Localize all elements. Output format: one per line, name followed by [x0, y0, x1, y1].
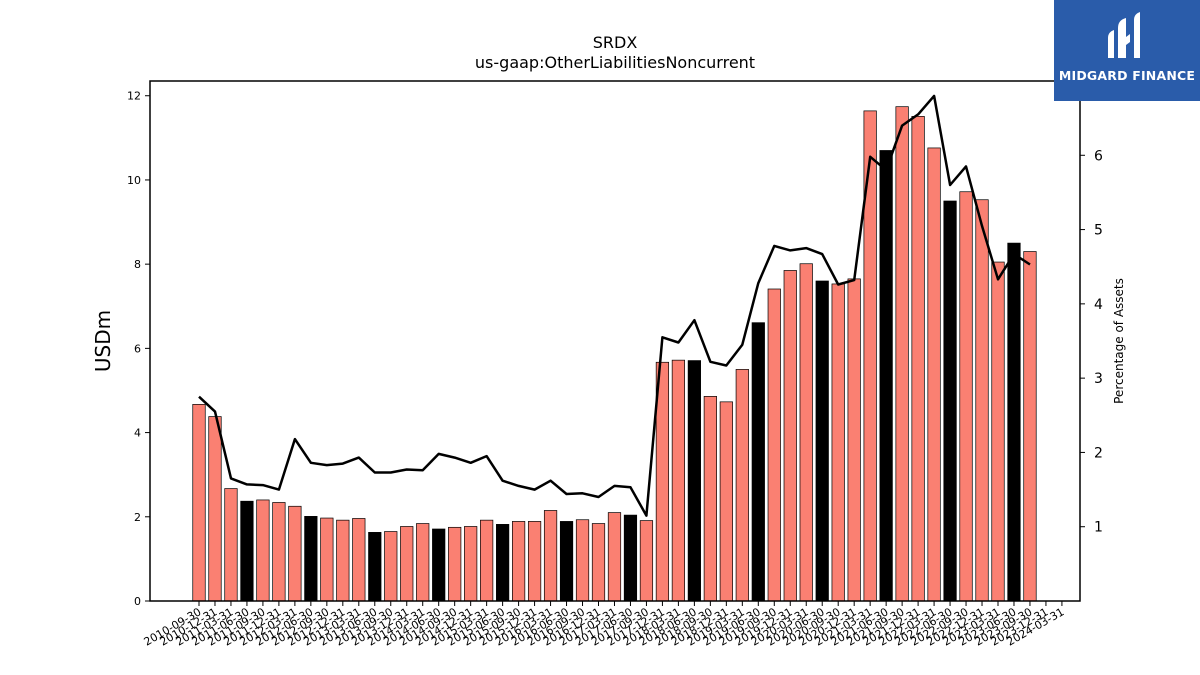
y2-tick-label: 2	[1094, 445, 1103, 461]
y-tick-label: 4	[134, 427, 141, 440]
bar	[943, 200, 957, 602]
plot-frame	[149, 80, 1081, 602]
logo-mark-icon	[1054, 0, 1200, 101]
y-tick-label: 12	[127, 90, 141, 103]
bar	[575, 519, 590, 602]
bar	[416, 523, 430, 602]
brand-logo: MIDGARD FINANCE	[1054, 0, 1200, 101]
bar	[815, 280, 829, 602]
bar	[751, 322, 765, 602]
bar	[639, 520, 654, 602]
y2-tick-label: 6	[1094, 148, 1103, 164]
bar	[895, 106, 909, 602]
bar	[400, 526, 414, 602]
bar	[352, 518, 366, 602]
y-tick-label: 2	[134, 511, 141, 524]
x-axis: 2010-09-302010-12-312011-03-312011-06-30…	[142, 601, 1066, 649]
y-tick-label: 0	[134, 595, 141, 608]
y2-tick-label: 4	[1094, 297, 1103, 313]
bar	[224, 488, 238, 602]
bar	[991, 261, 1005, 602]
bar	[240, 500, 254, 602]
bar	[799, 263, 813, 602]
bar	[448, 526, 462, 602]
y2-tick-label: 5	[1094, 223, 1103, 239]
bar	[591, 523, 606, 602]
bar	[336, 519, 350, 602]
bar	[543, 510, 558, 602]
bar	[192, 404, 206, 602]
bar	[911, 116, 925, 602]
bar	[703, 396, 717, 602]
bar	[831, 283, 845, 602]
bar	[480, 519, 494, 602]
bar	[208, 416, 222, 602]
y2-axis: 1 2 3 4 5 6	[1080, 148, 1103, 536]
y-axis: 0 2 4 6 8 10 12	[127, 90, 150, 608]
bar	[368, 532, 382, 602]
logo-glyph	[1108, 12, 1140, 58]
bar	[256, 499, 270, 602]
bar	[304, 516, 318, 602]
bar	[511, 521, 526, 602]
y2-axis-label: Percentage of Assets	[1112, 278, 1126, 404]
y2-tick-label: 1	[1094, 520, 1103, 536]
bar	[496, 524, 510, 602]
chart-subtitle: us-gaap:OtherLiabilitiesNoncurrent	[475, 53, 755, 72]
bar	[719, 401, 733, 602]
bar	[1023, 251, 1037, 602]
bar	[464, 526, 478, 602]
bars-layer	[192, 106, 1037, 602]
bar	[559, 521, 574, 602]
y-tick-label: 8	[134, 258, 141, 271]
y-tick-label: 10	[127, 174, 141, 187]
bar	[527, 521, 542, 602]
bar	[959, 191, 973, 602]
bar	[384, 531, 398, 602]
bar	[735, 369, 749, 602]
bar	[432, 528, 446, 602]
bar	[671, 359, 686, 602]
bar	[1007, 242, 1021, 602]
logo-background	[1054, 0, 1200, 101]
bar	[288, 505, 302, 602]
y2-tick-label: 3	[1094, 371, 1103, 387]
bar	[623, 514, 638, 602]
y-axis-label: USDm	[91, 310, 115, 372]
bar	[975, 199, 989, 602]
chart-title: SRDX	[593, 33, 638, 52]
bar	[783, 270, 797, 602]
bar	[607, 512, 622, 602]
bar	[767, 288, 781, 602]
bar	[847, 278, 861, 602]
bar	[927, 147, 941, 602]
logo-text: MIDGARD FINANCE	[1058, 68, 1196, 83]
bar	[272, 502, 286, 602]
line-layer	[198, 94, 1031, 517]
bar	[687, 360, 701, 602]
series-line	[198, 94, 1031, 517]
y-tick-label: 6	[134, 342, 141, 355]
bar	[879, 150, 893, 602]
bar	[320, 517, 334, 602]
